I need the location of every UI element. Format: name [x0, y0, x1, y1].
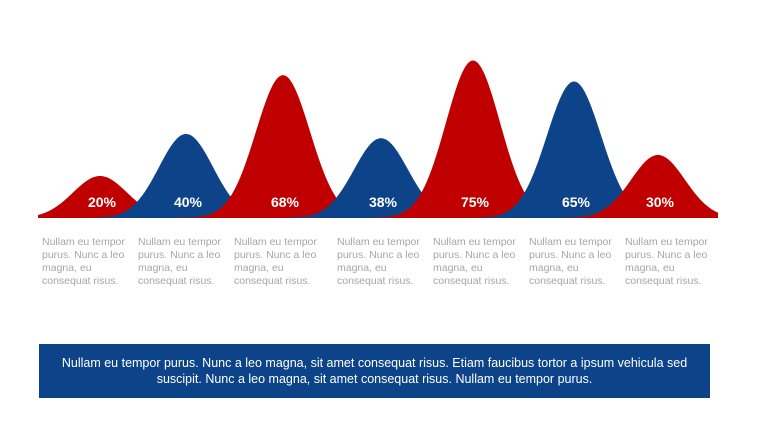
description-7: Nullam eu tempor purus. Nunc a leo magna…: [625, 236, 708, 287]
peak-7: [550, 155, 718, 218]
peak-label-4: 38%: [369, 194, 398, 210]
peak-label-7: 30%: [646, 194, 675, 210]
description-3: Nullam eu tempor purus. Nunc a leo magna…: [234, 236, 317, 287]
description-2: Nullam eu tempor purus. Nunc a leo magna…: [138, 236, 221, 287]
peak-2: [78, 134, 294, 218]
description-1: Nullam eu tempor purus. Nunc a leo magna…: [42, 236, 125, 287]
peak-label-6: 65%: [562, 194, 591, 210]
description-5: Nullam eu tempor purus. Nunc a leo magna…: [433, 236, 516, 287]
peak-6: [466, 81, 682, 218]
bell-curve-chart: 20% 40% 68% 38% 75% 65% 30%: [38, 60, 718, 218]
peak-label-5: 75%: [461, 194, 490, 210]
footer-text: Nullam eu tempor purus. Nunc a leo magna…: [61, 356, 688, 386]
peak-3: [175, 75, 391, 218]
peak-1: [38, 176, 208, 218]
peak-4: [273, 138, 489, 218]
peak-5: [365, 60, 581, 218]
footer-text-box: Nullam eu tempor purus. Nunc a leo magna…: [39, 344, 710, 398]
description-4: Nullam eu tempor purus. Nunc a leo magna…: [337, 236, 420, 287]
description-6: Nullam eu tempor purus. Nunc a leo magna…: [529, 236, 612, 287]
peak-label-2: 40%: [174, 194, 203, 210]
peak-label-1: 20%: [88, 194, 117, 210]
peak-label-3: 68%: [271, 194, 300, 210]
